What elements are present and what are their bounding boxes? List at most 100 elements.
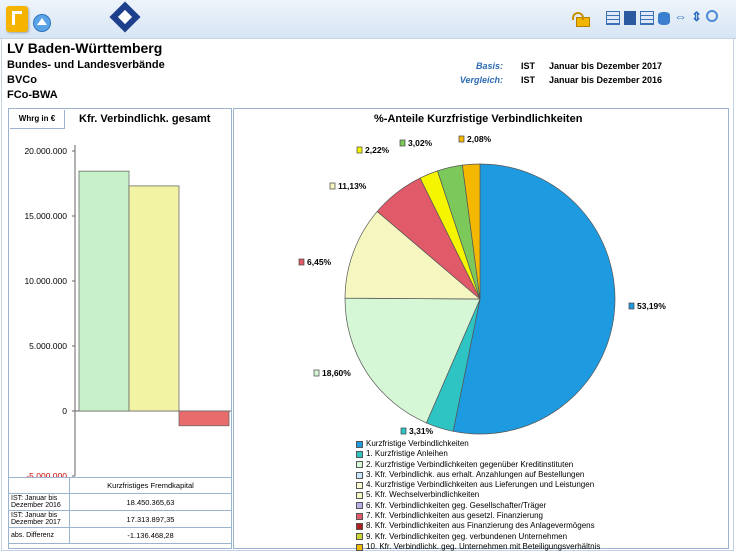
legend-label: 6. Kfr. Verbindlichkeiten geg. Gesellsch… xyxy=(366,500,547,510)
legend-item: Kurzfristige Verbindlichkeiten xyxy=(356,439,600,449)
legend-swatch xyxy=(356,543,363,551)
row-value: 17.313.897,35 xyxy=(69,510,232,528)
vergleich-type: IST xyxy=(521,75,536,85)
legend-swatch xyxy=(356,512,363,520)
top-toolbar: ⇔ ⇕ xyxy=(0,0,736,39)
table-header-row: Kurzfristiges Fremdkapital xyxy=(8,477,232,494)
bar xyxy=(178,410,230,427)
lock-icon[interactable] xyxy=(572,12,585,20)
legend-swatch xyxy=(356,533,363,541)
legend-label: Kurzfristige Verbindlichkeiten xyxy=(366,439,469,448)
basis-type: IST xyxy=(521,61,536,71)
legend-label: 4. Kurzfristige Verbindlichkeiten aus Li… xyxy=(366,480,595,490)
legend-label: 7. Kfr. Verbindlichkeiten aus gesetzl. F… xyxy=(366,511,543,521)
header-line-3: FCo-BWA xyxy=(7,89,58,101)
pie-label-marker xyxy=(298,258,305,266)
pie-label-marker xyxy=(400,427,407,435)
pie-slice xyxy=(462,163,481,300)
y-tick-label: 5.000.000 xyxy=(29,341,67,351)
pie-chart-title: %-Anteile Kurzfristige Verbindlichkeiten xyxy=(374,113,583,125)
pie-data-label: 53,19% xyxy=(637,301,666,311)
pie-label-marker xyxy=(356,146,363,154)
row-label: IST: Januar bis Dezember 2017 xyxy=(8,510,70,528)
legend-swatch xyxy=(356,502,363,510)
pie-data-label: 2,22% xyxy=(365,145,390,155)
table-icon[interactable] xyxy=(606,11,621,25)
legend-swatch xyxy=(356,523,363,531)
export-icon[interactable] xyxy=(624,11,637,25)
legend-label: 5. Kfr. Wechselverbindlichkeiten xyxy=(366,490,480,500)
vergleich-period: Januar bis Dezember 2016 xyxy=(549,75,663,85)
table-row: abs. Differenz -1.136.468,28 xyxy=(8,527,232,544)
legend-swatch xyxy=(356,471,363,479)
legend-item: 5. Kfr. Wechselverbindlichkeiten xyxy=(356,490,600,500)
pie-label-marker xyxy=(399,139,406,147)
legend-item: 2. Kurzfristige Verbindlichkeiten gegenü… xyxy=(356,460,600,470)
pie-label-marker xyxy=(313,369,320,377)
pie-data-label: 6,45% xyxy=(307,257,332,267)
pie-slice xyxy=(344,297,481,424)
bar xyxy=(78,170,130,412)
report-header: LV Baden-Württemberg Bundes- und Landesv… xyxy=(7,40,165,103)
legend-item: 8. Kfr. Verbindlichkeiten aus Finanzieru… xyxy=(356,521,600,531)
pie-chart-panel: %-Anteile Kurzfristige Verbindlichkeiten… xyxy=(233,108,729,552)
pie-data-label: 3,02% xyxy=(408,138,433,148)
legend-label: 2. Kurzfristige Verbindlichkeiten gegenü… xyxy=(366,459,574,469)
unit-label: Whrg in € xyxy=(10,110,65,129)
legend-item: 3. Kfr. Verbindlichk. aus erhalt. Anzahl… xyxy=(356,470,600,480)
header-line-2: BVCo xyxy=(7,74,37,86)
y-tick-label: 20.000.000 xyxy=(24,146,67,156)
legend-item: 10. Kfr. Verbindlichk. geg. Unternehmen … xyxy=(356,542,600,552)
legend-label: 3. Kfr. Verbindlichk. aus erhalt. Anzahl… xyxy=(366,469,585,479)
header-line-1: Bundes- und Landesverbände xyxy=(7,59,165,71)
legend-item: 4. Kurzfristige Verbindlichkeiten aus Li… xyxy=(356,480,600,490)
pie-data-label: 3,31% xyxy=(409,426,434,436)
legend-label: 9. Kfr. Verbindlichkeiten geg. verbunden… xyxy=(366,531,568,541)
table-row: IST: Januar bis Dezember 2017 17.313.897… xyxy=(8,510,232,528)
pie-legend: Kurzfristige Verbindlichkeiten 1. Kurzfri… xyxy=(356,439,600,552)
pie-label-marker xyxy=(329,182,336,190)
up-arrow-icon[interactable] xyxy=(33,14,51,32)
legend-item: 6. Kfr. Verbindlichkeiten geg. Gesellsch… xyxy=(356,501,600,511)
legend-label: 1. Kurzfristige Anleihen xyxy=(366,449,448,459)
legend-swatch xyxy=(356,461,363,469)
basis-period: Januar bis Dezember 2017 xyxy=(549,61,663,71)
basis-label: Basis: xyxy=(475,61,503,71)
table-row: IST: Januar bis Dezember 2016 18.450.365… xyxy=(8,493,232,511)
legend-swatch xyxy=(356,450,363,458)
y-tick-label: -5.000.000 xyxy=(26,471,67,477)
legend-swatch xyxy=(356,481,363,489)
pie-slice xyxy=(452,163,616,435)
row-value: -1.136.468,28 xyxy=(69,527,232,544)
page-title: LV Baden-Württemberg xyxy=(7,40,163,56)
legend-item: 9. Kfr. Verbindlichkeiten geg. verbunden… xyxy=(356,532,600,542)
y-tick-label: 0 xyxy=(62,406,67,416)
report-meta: Basis: IST Januar bis Dezember 2017 Vergle… xyxy=(445,59,662,87)
logo-icon xyxy=(109,1,141,33)
row-label: IST: Januar bis Dezember 2016 xyxy=(8,493,70,511)
legend-swatch xyxy=(356,440,363,448)
pie-chart: 53,19% 3,31% 18,60% 11,13% 6,45% 2,22% 3,02% 2,… xyxy=(298,134,666,436)
filter-icon[interactable] xyxy=(640,11,655,25)
legend-swatch xyxy=(356,492,363,500)
sort-icon[interactable]: ⇕ xyxy=(691,9,702,24)
values-table: Kurzfristiges Fremdkapital IST: Januar b… xyxy=(8,477,232,544)
bar-chart: 20.000.000 15.000.000 10.000.000 5.000.000 0… xyxy=(24,145,231,477)
database-icon[interactable] xyxy=(658,11,671,25)
pie-data-label: 2,08% xyxy=(467,134,492,144)
pie-label-marker xyxy=(628,302,635,310)
table-header: Kurzfristiges Fremdkapital xyxy=(69,477,232,494)
legend-label: 8. Kfr. Verbindlichkeiten aus Finanzieru… xyxy=(366,521,595,531)
zoom-icon[interactable] xyxy=(706,10,718,22)
row-value: 18.450.365,63 xyxy=(69,493,232,511)
pie-label-marker xyxy=(458,135,465,143)
app-icon[interactable] xyxy=(6,6,28,32)
legend-item: 1. Kurzfristige Anleihen xyxy=(356,449,600,459)
swap-icon[interactable]: ⇔ xyxy=(674,9,688,24)
table-header-empty xyxy=(8,477,70,494)
y-tick-label: 15.000.000 xyxy=(24,211,67,221)
legend-label: 10. Kfr. Verbindlichk. geg. Unternehmen … xyxy=(366,541,601,551)
vergleich-label: Vergleich: xyxy=(459,75,503,85)
legend-item: 7. Kfr. Verbindlichkeiten aus gesetzl. F… xyxy=(356,511,600,521)
bar xyxy=(128,185,180,412)
